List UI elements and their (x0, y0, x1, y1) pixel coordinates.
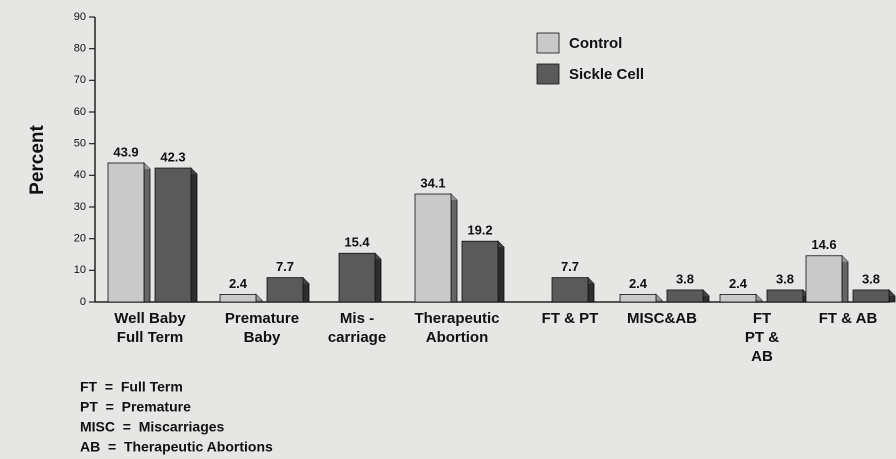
y-tick-label: 30 (74, 201, 86, 213)
note: FT = Full Term (80, 379, 183, 395)
bar-face (619, 293, 657, 303)
x-tick-label: FT & PT (542, 310, 599, 327)
y-tick-label: 80 (74, 43, 86, 55)
bar (266, 276, 310, 303)
x-tick-label: Mis - (340, 310, 374, 327)
value-label: 3.8 (776, 271, 794, 286)
bar (805, 254, 849, 303)
legend-swatch (536, 63, 560, 85)
bar-face (852, 289, 890, 303)
bar (219, 293, 263, 303)
bar-face (766, 289, 804, 303)
value-label: 19.2 (467, 223, 492, 238)
bar-face (266, 277, 304, 303)
y-tick-label: 40 (74, 169, 86, 181)
x-tick-label: FT (753, 310, 771, 327)
value-label: 15.4 (344, 235, 370, 250)
value-label: 2.4 (729, 276, 748, 291)
bar (666, 289, 710, 303)
bar-side (497, 240, 505, 303)
bar (154, 167, 198, 303)
bar-side (450, 193, 458, 303)
bar-face (461, 240, 499, 303)
y-axis-label: Percent (27, 124, 48, 194)
x-tick-label: AB (751, 348, 773, 365)
x-tick-label: FT & AB (819, 310, 878, 327)
bar (338, 252, 382, 303)
x-tick-label: PT & (745, 329, 779, 346)
bar-face (551, 277, 589, 303)
bar-side (841, 254, 849, 303)
value-label: 2.4 (629, 276, 648, 291)
y-tick-label: 60 (74, 106, 86, 118)
legend-label: Control (569, 35, 622, 52)
bar (719, 293, 763, 303)
x-tick-label: Therapeutic (414, 310, 499, 327)
value-label: 43.9 (113, 144, 138, 159)
x-tick-label: Well Baby (114, 310, 186, 327)
x-tick-label: carriage (328, 329, 386, 346)
y-tick-label: 50 (74, 138, 86, 150)
value-label: 3.8 (862, 271, 880, 286)
x-tick-label: Abortion (426, 329, 488, 346)
bar (551, 276, 595, 303)
bar (461, 240, 505, 303)
bar-side (143, 162, 151, 303)
y-tick-label: 20 (74, 233, 86, 245)
bar (619, 293, 663, 303)
value-label: 34.1 (420, 175, 445, 190)
bar-side (374, 252, 382, 303)
x-tick-label: MISC&AB (627, 310, 697, 327)
value-label: 7.7 (561, 259, 579, 274)
bar-face (107, 162, 145, 303)
bar-face (666, 289, 704, 303)
bar-face (805, 255, 843, 303)
value-label: 3.8 (676, 271, 694, 286)
y-tick-label: 10 (74, 264, 86, 276)
y-tick-label: 70 (74, 74, 86, 86)
bar-face (414, 193, 452, 303)
value-label: 2.4 (229, 276, 248, 291)
y-tick-label: 0 (80, 296, 86, 308)
note: AB = Therapeutic Abortions (80, 439, 273, 455)
bar-side (190, 167, 198, 303)
bar (414, 193, 458, 303)
note: PT = Premature (80, 399, 191, 415)
value-label: 42.3 (160, 149, 185, 164)
note: MISC = Miscarriages (80, 419, 225, 435)
bar-face (219, 293, 257, 303)
legend-label: Sickle Cell (569, 66, 644, 83)
bar-face (154, 167, 192, 303)
bar (852, 289, 896, 303)
bar (107, 162, 151, 303)
value-label: 7.7 (276, 259, 294, 274)
x-tick-label: Full Term (117, 329, 183, 346)
bar (766, 289, 810, 303)
legend-swatch (536, 32, 560, 54)
value-label: 14.6 (811, 237, 836, 252)
x-tick-label: Baby (244, 329, 281, 346)
bar-face (719, 293, 757, 303)
bar-face (338, 252, 376, 303)
x-tick-label: Premature (225, 310, 299, 327)
y-tick-label: 90 (74, 11, 86, 23)
